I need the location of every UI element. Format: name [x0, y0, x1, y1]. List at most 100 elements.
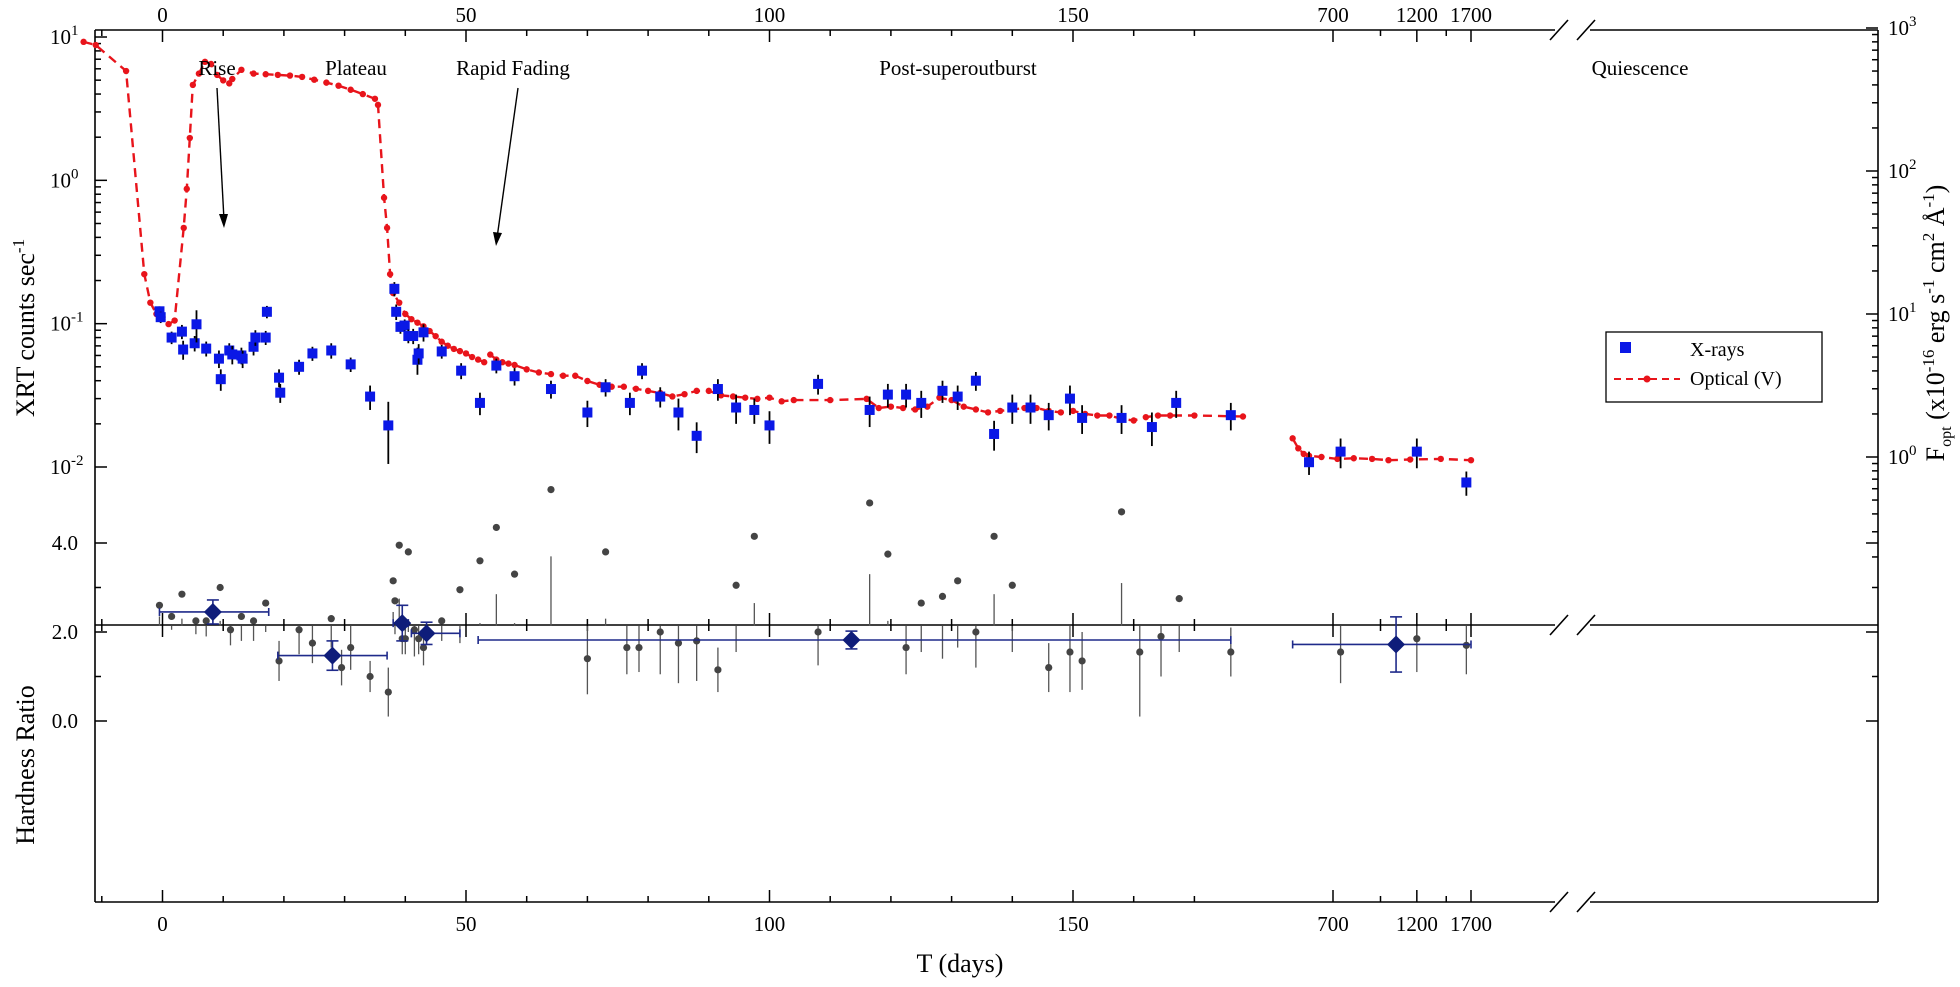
hr-point [366, 672, 374, 681]
xray-point [970, 375, 981, 386]
optical-point [632, 385, 640, 392]
hr-point [404, 548, 412, 556]
optical-point [1437, 455, 1445, 463]
xray-point [1064, 393, 1075, 404]
hr-avg-point [417, 624, 436, 643]
hr-point [814, 628, 822, 636]
xray-point [545, 384, 556, 395]
xray-point [389, 283, 400, 294]
optical-point [286, 72, 294, 79]
annotation-quiescence: Quiescence [1592, 56, 1689, 80]
optical-point [383, 224, 391, 232]
x-tick-label-bottom: 1200 [1396, 912, 1438, 936]
hr-point [295, 626, 303, 634]
xray-point [178, 344, 189, 355]
hr-point [990, 532, 998, 540]
hr-point [1175, 595, 1183, 603]
optical-point [468, 353, 476, 361]
xray-point [582, 407, 593, 418]
optical-point [165, 320, 172, 328]
optical-point [535, 369, 543, 376]
rise-arrowhead [219, 214, 228, 228]
optical-point [620, 383, 628, 390]
xray-point [474, 397, 485, 408]
optical-point [766, 394, 773, 401]
x-tick-label-bottom: 50 [456, 912, 477, 936]
legend-box [1605, 331, 1823, 403]
hr-point [249, 617, 258, 625]
y-tick-label-left: 10-2 [50, 453, 84, 479]
rapid-fading-arrow [496, 87, 519, 239]
optical-point [396, 299, 403, 306]
x-tick-label-top: 0 [157, 3, 168, 27]
optical-point [572, 372, 579, 379]
optical-point [1166, 412, 1174, 419]
hr-point [476, 557, 484, 565]
optical-point [183, 185, 190, 193]
xray-point [1007, 402, 1018, 413]
xray-point [882, 389, 893, 400]
x-tick-label-top: 1700 [1450, 3, 1492, 27]
hr-point [1462, 641, 1470, 649]
optical-point [481, 359, 488, 366]
legend-xray-marker [1620, 342, 1631, 353]
hr-point [1008, 581, 1016, 589]
hr-point [456, 586, 464, 594]
y-tick-label-left: 10-1 [50, 310, 84, 336]
rapid-fading-arrowhead [493, 232, 502, 246]
optical-point [505, 360, 512, 367]
hr-point [389, 577, 397, 585]
hr-point [972, 628, 980, 636]
hr-point [308, 639, 317, 647]
hr-point [884, 550, 892, 558]
optical-point [1467, 456, 1475, 464]
xray-point [227, 349, 238, 360]
xray-point [673, 407, 684, 418]
optical-point [1154, 412, 1162, 419]
hr-point [656, 628, 664, 636]
hr-point [1227, 648, 1235, 656]
axis-break-marks [1549, 19, 1596, 913]
xray-point [1335, 446, 1346, 457]
optical-point [644, 387, 652, 395]
y-tick-label-left: 101 [50, 23, 79, 49]
annotation-rise: Rise [198, 56, 235, 80]
xray-point [399, 320, 410, 331]
annotation-plateau: Plateau [325, 56, 387, 80]
optical-point [374, 101, 382, 109]
optical-point [380, 194, 388, 201]
optical-point [371, 95, 379, 102]
optical-point [1057, 409, 1065, 416]
hr-point [674, 639, 683, 647]
legend-xray-label: X-rays [1690, 339, 1745, 361]
bottom-panel-frame [94, 625, 1879, 903]
xray-point [365, 391, 376, 402]
hr-point [262, 599, 270, 607]
optical-point [729, 393, 737, 400]
optical-point [936, 394, 943, 401]
xray-point [1116, 412, 1127, 423]
xray-point [864, 404, 875, 415]
optical-point [147, 299, 154, 306]
y2-tick-label: 102 [1888, 157, 1917, 183]
xray-point [275, 387, 286, 398]
optical-point [547, 370, 555, 378]
xray-point [166, 332, 177, 343]
optical-point [1334, 455, 1341, 463]
xray-point [155, 312, 166, 323]
annotation-rapid-fading: Rapid Fading [456, 56, 570, 80]
hr-point [155, 601, 164, 609]
optical-point [456, 347, 464, 355]
tick-labels: 0 0 50 50 100 100 150 150 700 700 1200 1200 1700 1700… [50, 3, 1917, 936]
optical-point [790, 396, 797, 404]
hr-point [732, 581, 740, 589]
xray-point [1304, 457, 1315, 468]
xray-point [201, 343, 212, 354]
optical-point [450, 345, 458, 353]
x-tick-label-bottom: 0 [157, 912, 168, 936]
hardness-series [155, 486, 1470, 717]
hr-avg-point [203, 602, 222, 621]
xray-point [154, 306, 165, 317]
optical-point [681, 390, 688, 398]
